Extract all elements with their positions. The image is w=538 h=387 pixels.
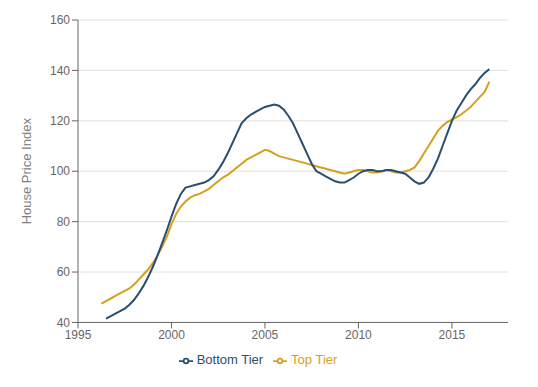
- svg-text:2015: 2015: [439, 328, 466, 342]
- svg-text:40: 40: [57, 316, 71, 330]
- svg-text:140: 140: [50, 64, 70, 78]
- svg-text:120: 120: [50, 114, 70, 128]
- svg-text:100: 100: [50, 164, 70, 178]
- svg-text:House Price Index: House Price Index: [19, 118, 34, 225]
- svg-text:2010: 2010: [345, 328, 372, 342]
- svg-text:80: 80: [57, 215, 71, 229]
- svg-text:60: 60: [57, 265, 71, 279]
- svg-text:2005: 2005: [252, 328, 279, 342]
- svg-text:1995: 1995: [65, 328, 92, 342]
- html-text:Bottom Tier: Bottom Tier: [196, 352, 264, 368]
- svg-text:160: 160: [50, 13, 70, 27]
- svg-text:2000: 2000: [158, 328, 185, 342]
- html-text:Top Tier: Top Tier: [291, 352, 338, 368]
